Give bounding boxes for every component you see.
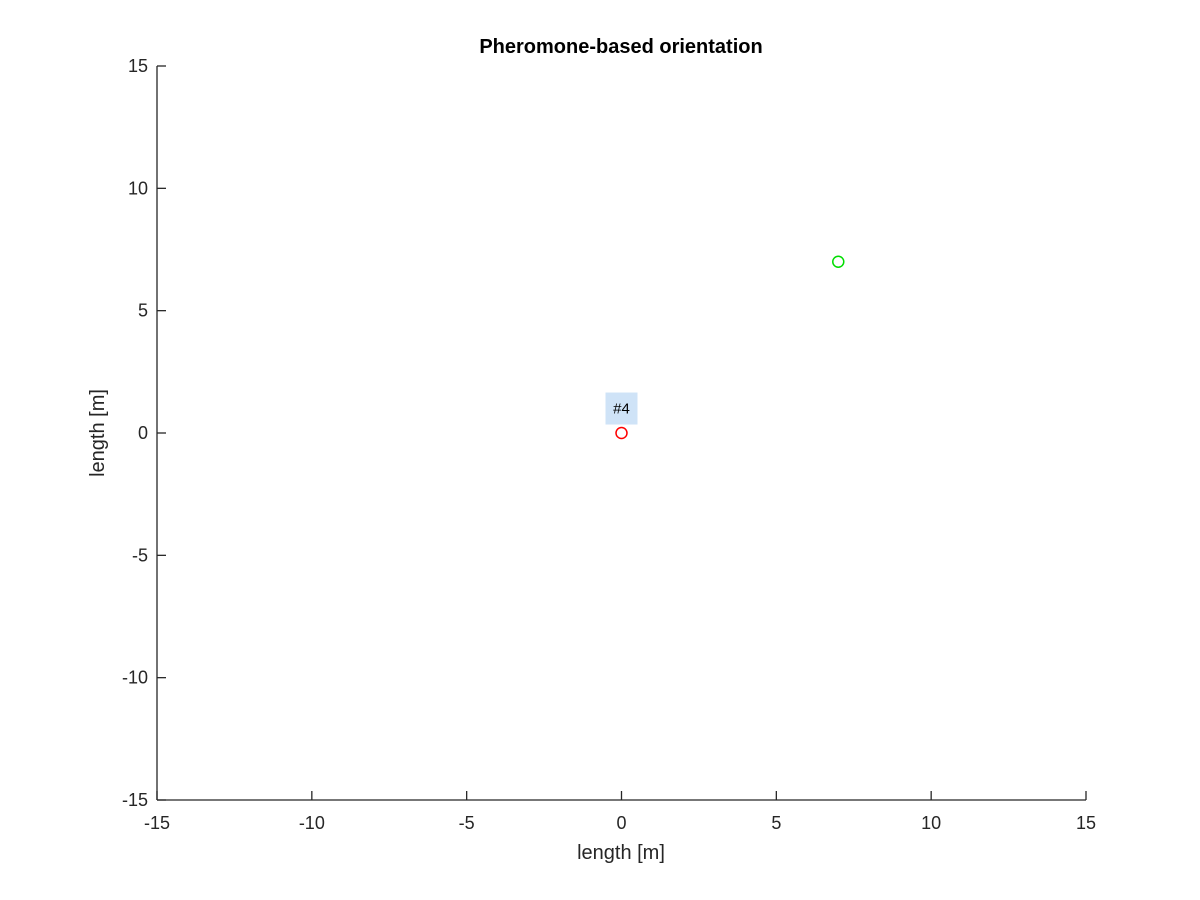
data-point-marker	[832, 255, 845, 268]
x-ticks: -15 -10 -5 0 5 10 15	[144, 791, 1096, 833]
y-tick-label: -5	[132, 545, 148, 565]
y-tick-label: -10	[122, 668, 148, 688]
y-ticks: -15 -10 -5 0 5 10 15	[122, 56, 166, 810]
data-point-marker	[615, 426, 628, 440]
y-tick-label: 15	[128, 56, 148, 76]
annotation-background	[605, 392, 638, 425]
x-tick-label: 15	[1076, 813, 1096, 833]
x-tick-label: 5	[771, 813, 781, 833]
x-tick-label: -15	[144, 813, 170, 833]
annotations: #4	[605, 392, 638, 425]
y-tick-label: 5	[138, 301, 148, 321]
x-tick-label: -10	[299, 813, 325, 833]
plot-area: -15 -10 -5 0 5 10 15 -15 -10 -5 0 5 10 15 #4	[122, 56, 1096, 833]
y-axis-label: length [m]	[87, 389, 109, 477]
x-tick-label: -5	[459, 813, 475, 833]
y-tick-label: -15	[122, 790, 148, 810]
x-tick-label: 10	[921, 813, 941, 833]
x-axis-label: length [m]	[577, 842, 665, 864]
chart-title: Pheromone-based orientation	[479, 36, 762, 58]
y-tick-label: 0	[138, 423, 148, 443]
x-tick-label: 0	[616, 813, 626, 833]
annotation-label: #4	[613, 401, 630, 418]
y-tick-label: 10	[128, 178, 148, 198]
data-markers	[615, 255, 845, 440]
